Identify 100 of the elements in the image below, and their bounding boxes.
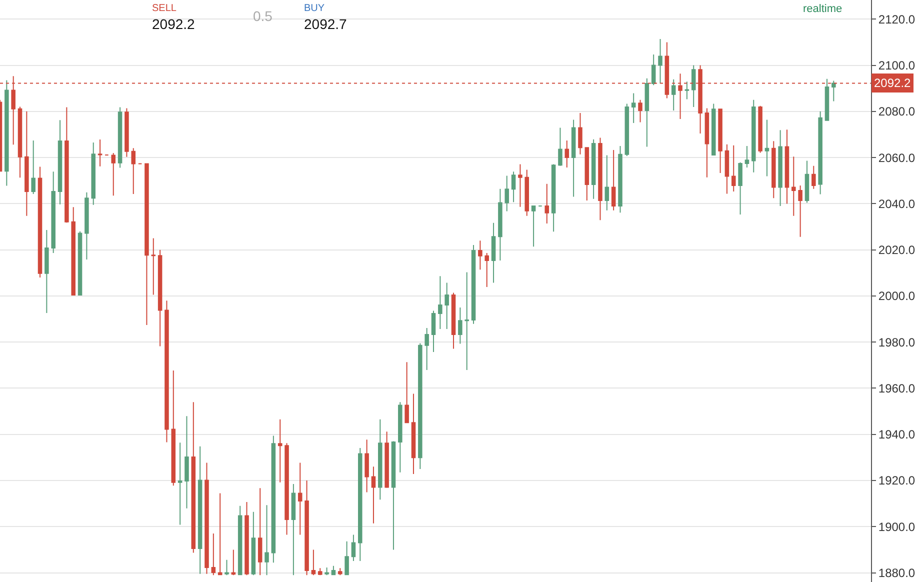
candlestick [792, 156, 796, 216]
candlestick [544, 183, 550, 224]
candlestick [704, 108, 710, 178]
candlestick [584, 146, 590, 201]
candlestick [551, 164, 556, 232]
candlestick [378, 418, 382, 500]
candlestick [812, 165, 816, 190]
candlestick [638, 99, 642, 123]
y-tick-label: 2000.0 [878, 289, 916, 304]
y-tick-label: 2020.0 [878, 243, 916, 258]
candlestick [204, 462, 209, 574]
candlestick [404, 362, 409, 424]
candlestick [738, 162, 742, 216]
candlestick [51, 171, 56, 254]
candlestick [238, 505, 242, 576]
candlestick [511, 171, 516, 203]
candlestick [798, 184, 802, 238]
y-tick-label: 1940.0 [878, 428, 916, 442]
candlestick [524, 169, 529, 216]
candlestick [644, 78, 650, 148]
candlestick [198, 446, 202, 574]
candlestick [78, 230, 82, 296]
candlestick [498, 188, 502, 261]
candlestick [184, 416, 189, 509]
candlestick [98, 139, 102, 167]
candlestick [24, 110, 29, 216]
candlestick [318, 568, 322, 576]
candlestick [451, 292, 456, 350]
candlestick [818, 110, 822, 195]
annotation: realtime [803, 3, 842, 15]
candlestick [331, 565, 336, 576]
annotation: 2092.2 [152, 16, 196, 32]
candlestick [164, 300, 169, 443]
candlestick [484, 252, 489, 288]
candlestick [58, 120, 62, 205]
candlestick [264, 504, 269, 576]
candlestick [224, 559, 229, 576]
candlestick [558, 127, 562, 166]
candlestick [724, 144, 730, 194]
candlestick [44, 229, 49, 314]
candlestick [171, 370, 176, 486]
candlestick [298, 462, 302, 536]
candlestick [398, 402, 402, 473]
candlestick [471, 244, 476, 324]
candlestick [431, 310, 436, 353]
annotation: BUY [304, 3, 325, 14]
candlestick [304, 480, 309, 576]
candlestick [604, 154, 610, 211]
candlestick [144, 162, 149, 326]
candlestick [444, 282, 449, 330]
candlestick [131, 148, 136, 194]
candlestick [31, 140, 36, 194]
candlestick [124, 108, 129, 158]
candlestick [611, 149, 616, 211]
candlestick [764, 119, 770, 177]
candlestick [751, 99, 756, 173]
candlestick [111, 152, 116, 196]
candlestick [371, 466, 376, 524]
candlestick [758, 105, 762, 154]
candlestick [804, 160, 810, 204]
candlestick [464, 272, 469, 371]
candlestick [324, 566, 329, 576]
annotation: SELL [152, 3, 177, 14]
candlestick [418, 342, 422, 470]
candlestick [178, 442, 182, 526]
candlestick [618, 146, 622, 214]
candlestick [564, 140, 570, 168]
candlestick [731, 144, 736, 192]
y-tick-label: 1900.0 [878, 520, 916, 534]
ref-line-label: 2092.2 [874, 76, 912, 90]
candlestick [251, 511, 256, 576]
candlestick [718, 108, 722, 174]
candlestick [64, 106, 69, 224]
candlestick [504, 175, 509, 212]
candlestick [832, 80, 836, 102]
candlestick [284, 442, 289, 536]
y-tick-label: 2040.0 [878, 196, 916, 211]
candlestick [658, 38, 662, 84]
candlestick [4, 80, 9, 186]
candlestick [344, 540, 349, 576]
candlestick [218, 492, 222, 576]
candlestick [458, 306, 462, 344]
candlestick [71, 206, 76, 296]
candlestick [391, 440, 396, 550]
candlestick [631, 92, 636, 124]
candlestick [84, 192, 89, 260]
y-tick-label: 1980.0 [878, 335, 916, 350]
candlestick [478, 240, 482, 270]
candlestick [424, 328, 429, 371]
candlestick [358, 447, 362, 562]
candlestick [118, 106, 122, 168]
candlestick [651, 54, 656, 86]
candlestick [671, 78, 676, 111]
y-tick-label: 1920.0 [878, 474, 916, 488]
candlestick [411, 393, 416, 475]
candlestick [151, 238, 156, 296]
candlestick [244, 501, 249, 576]
y-tick-label: 2100.0 [878, 58, 916, 72]
candlestick [824, 78, 830, 121]
candlestick [491, 222, 496, 284]
